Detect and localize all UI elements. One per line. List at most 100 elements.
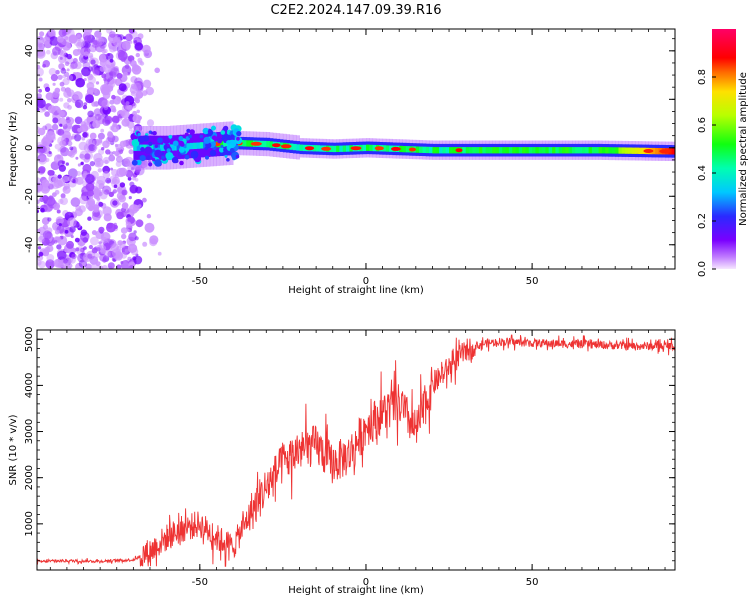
noise-blob xyxy=(75,262,84,269)
transition-blob xyxy=(199,134,204,139)
noise-blob xyxy=(69,226,76,233)
noise-blob xyxy=(67,74,74,81)
ridge-core xyxy=(498,147,503,154)
ridge-core xyxy=(555,147,560,154)
transition-blob xyxy=(179,160,184,166)
transition-blob xyxy=(224,154,228,158)
noise-blob xyxy=(64,229,69,234)
noise-blob xyxy=(134,236,139,241)
colorbar-tick-label: 0.0 xyxy=(697,261,708,277)
noise-blob xyxy=(75,156,79,160)
noise-blob xyxy=(65,233,69,238)
noise-blob xyxy=(46,244,54,253)
transition-blob xyxy=(205,155,209,160)
noise-blob xyxy=(90,236,99,246)
noise-blob xyxy=(37,228,41,233)
snr-panel: -50 0 50 1000 2000 3000 4000 5000 Height of str… xyxy=(8,327,676,596)
noise-blob xyxy=(113,224,118,230)
noise-blob xyxy=(134,40,138,44)
ridge-core xyxy=(548,147,553,154)
ridge-core xyxy=(429,146,433,154)
noise-blob xyxy=(83,35,92,43)
noise-blob xyxy=(106,222,116,233)
noise-blob xyxy=(123,212,128,217)
noise-blob xyxy=(102,83,110,91)
transition-blob xyxy=(211,125,216,131)
noise-blob xyxy=(58,223,62,227)
noise-blob xyxy=(87,110,94,118)
noise-blob xyxy=(124,248,129,253)
noise-blob xyxy=(52,82,56,86)
noise-blob xyxy=(59,140,66,147)
ridge-core xyxy=(605,147,609,154)
noise-blob xyxy=(45,157,50,163)
noise-blob xyxy=(142,79,152,89)
transition-blob xyxy=(235,154,240,159)
transition-blob xyxy=(211,135,217,141)
noise-blob xyxy=(96,175,106,186)
ridge-core xyxy=(505,147,510,154)
noise-blob xyxy=(81,136,86,141)
ridge-peak xyxy=(455,148,463,153)
ridge-core xyxy=(578,147,583,154)
noise-blob xyxy=(142,241,148,247)
noise-blob xyxy=(47,217,52,222)
noise-blob xyxy=(42,107,47,112)
transition-blob xyxy=(180,142,185,147)
transition-blob xyxy=(157,137,163,144)
noise-blob xyxy=(37,93,42,99)
noise-blob xyxy=(111,176,120,185)
noise-blob xyxy=(62,175,70,183)
noise-blob xyxy=(68,168,78,179)
noise-blob xyxy=(89,263,100,269)
noise-blob xyxy=(93,188,100,195)
noise-blob xyxy=(60,147,70,157)
noise-blob xyxy=(127,256,132,261)
noise-blob xyxy=(56,209,61,214)
noise-blob xyxy=(38,166,46,174)
noise-blob xyxy=(38,77,43,82)
transition-blob xyxy=(136,159,142,166)
noise-blob xyxy=(126,228,130,232)
ridge-core xyxy=(615,147,619,154)
noise-blob xyxy=(59,123,63,127)
noise-blob xyxy=(40,207,45,213)
colorbar-label: Normalized spectral amplitude xyxy=(738,72,749,226)
noise-blob xyxy=(37,177,41,185)
ridge-core xyxy=(346,145,350,152)
x-tick-label: 0 xyxy=(363,577,369,588)
noise-blob xyxy=(38,235,45,243)
noise-blob xyxy=(125,101,130,106)
ridge-core xyxy=(415,146,420,153)
noise-blob xyxy=(86,82,95,90)
noise-blob xyxy=(74,61,82,70)
figure-title: C2E2.2024.147.09.39.R16 xyxy=(270,3,441,18)
snr-ticks: -50 0 50 1000 2000 3000 4000 5000 xyxy=(24,327,675,588)
noise-blob xyxy=(77,128,82,132)
noise-blob xyxy=(50,74,59,82)
noise-blob xyxy=(37,145,46,155)
noise-blob xyxy=(48,151,52,155)
ridge-core xyxy=(562,147,566,154)
ridge-core xyxy=(611,147,616,154)
ridge-core xyxy=(601,147,606,154)
noise-blob xyxy=(89,161,95,167)
noise-blob xyxy=(68,125,72,129)
noise-blob xyxy=(107,131,114,138)
ridge-core xyxy=(565,147,570,154)
noise-blob xyxy=(70,235,74,239)
ridge-core xyxy=(445,147,450,154)
noise-blob xyxy=(109,125,115,131)
ridge-core xyxy=(651,147,656,155)
noise-blob xyxy=(94,113,102,121)
spectrogram-frame xyxy=(36,28,676,270)
noise-blob xyxy=(66,53,73,60)
noise-blob xyxy=(100,236,108,245)
ridge-core xyxy=(482,147,487,154)
noise-blob xyxy=(113,184,118,188)
colorbar-gradient xyxy=(712,29,736,269)
noise-blob xyxy=(118,83,127,92)
noise-blob xyxy=(38,88,42,93)
noise-blob xyxy=(57,74,63,80)
ridge-core xyxy=(478,147,483,154)
